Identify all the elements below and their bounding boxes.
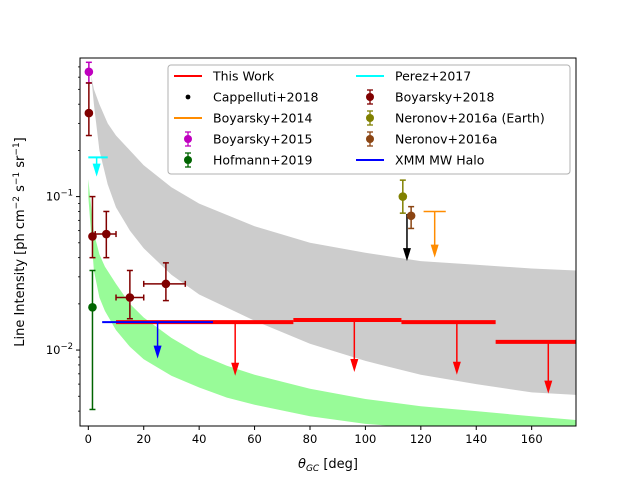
y-tick-label: 10−2 bbox=[46, 342, 73, 357]
data-marker bbox=[88, 302, 97, 312]
data-point-hofmann-2019-6 bbox=[88, 269, 97, 411]
x-tick-label: 20 bbox=[136, 432, 151, 446]
legend: This Work Cappelluti+2018 Boyarsky+2014 Boy… bbox=[167, 64, 571, 175]
upper-limit-arrow-head bbox=[452, 361, 461, 375]
upper-limit-arrow-head bbox=[402, 248, 411, 262]
legend-item-cappelluti-2018: Cappelluti+2018 bbox=[185, 90, 319, 105]
data-marker bbox=[161, 279, 171, 289]
data-point-neronov-2016a-earth--7 bbox=[398, 179, 408, 214]
data-marker bbox=[102, 229, 111, 239]
green-band bbox=[88, 179, 576, 426]
data-marker bbox=[84, 108, 94, 118]
upper-limit-arrow-head bbox=[231, 362, 240, 376]
legend-item-boyarsky-2014: Boyarsky+2014 bbox=[174, 111, 312, 126]
legend-marker bbox=[184, 135, 192, 143]
upper-limit-this-work-1 bbox=[293, 317, 402, 372]
data-point-boyarsky-2018-1 bbox=[84, 82, 94, 137]
x-axis-label: θGC [deg] bbox=[298, 457, 358, 474]
grey-band bbox=[88, 58, 576, 395]
legend-label: Perez+2017 bbox=[395, 69, 471, 84]
legend-label: Neronov+2016a bbox=[395, 132, 497, 147]
x-tick-label: 60 bbox=[247, 432, 262, 446]
upper-limit-boyarsky-2014-6 bbox=[423, 210, 446, 258]
upper-limit-this-work-3 bbox=[495, 339, 576, 394]
data-point-boyarsky-2018-5 bbox=[142, 262, 187, 302]
data-point-boyarsky-2015-0 bbox=[84, 61, 94, 84]
x-tick-label: 140 bbox=[465, 432, 487, 446]
legend-marker bbox=[184, 156, 192, 164]
x-tick-label: 160 bbox=[521, 432, 543, 446]
plot-frame bbox=[79, 57, 577, 427]
legend-item-neronov-2016a-earth: Neronov+2016a (Earth) bbox=[366, 110, 545, 126]
legend-item-hofmann-2019: Hofmann+2019 bbox=[184, 152, 312, 168]
legend-marker bbox=[366, 114, 374, 122]
upper-limit-xmm-mw-halo-4 bbox=[102, 321, 214, 359]
legend-label: Boyarsky+2014 bbox=[213, 111, 312, 126]
upper-limit-this-work-2 bbox=[401, 320, 496, 375]
data-point-neronov-2016a-8 bbox=[406, 205, 416, 230]
legend-label: Boyarsky+2018 bbox=[395, 90, 494, 105]
axis-ticks: 0 20 40 60 80 100 120 140 160 10−2 10−1 bbox=[46, 66, 543, 446]
legend-marker bbox=[366, 135, 374, 143]
upper-limit-cappelluti-2018-7 bbox=[402, 214, 411, 262]
legend-label: Hofmann+2019 bbox=[213, 153, 312, 168]
legend-label: XMM MW Halo bbox=[395, 153, 484, 168]
upper-limit-arrow-head bbox=[350, 358, 359, 372]
legend-marker bbox=[185, 94, 191, 100]
legend-marker bbox=[366, 93, 374, 101]
data-point-boyarsky-2018-3 bbox=[94, 210, 117, 259]
legend-item-boyarsky-2018: Boyarsky+2018 bbox=[366, 89, 494, 105]
x-tick-label: 80 bbox=[303, 432, 318, 446]
legend-label: Cappelluti+2018 bbox=[213, 90, 319, 105]
x-tick-label: 0 bbox=[85, 432, 92, 446]
x-tick-label: 100 bbox=[354, 432, 376, 446]
upper-limit-arrow-head bbox=[153, 345, 162, 359]
upper-limit-perez-2017-5 bbox=[88, 156, 108, 177]
data-marker bbox=[398, 192, 408, 201]
y-tick-label: 10−1 bbox=[46, 189, 73, 204]
legend-label: Boyarsky+2015 bbox=[213, 132, 312, 147]
data-marker bbox=[406, 211, 416, 221]
legend-item-perez-2017: Perez+2017 bbox=[356, 69, 471, 84]
legend-item-boyarsky-2015: Boyarsky+2015 bbox=[184, 131, 312, 147]
upper-limit-arrow-head bbox=[92, 163, 101, 177]
x-tick-label: 120 bbox=[410, 432, 432, 446]
data-marker bbox=[84, 67, 94, 77]
legend-item-this-work: This Work bbox=[174, 69, 275, 84]
legend-label: Neronov+2016a (Earth) bbox=[395, 111, 545, 126]
data-point-boyarsky-2018-4 bbox=[115, 269, 145, 320]
upper-limit-arrow-head bbox=[430, 244, 439, 258]
data-series bbox=[84, 61, 576, 411]
y-axis-label: Line Intensity [ph cm−2 s−1 sr−1] bbox=[12, 137, 28, 347]
upper-limit-arrow-head bbox=[544, 380, 553, 394]
data-marker bbox=[125, 293, 135, 302]
model-bands bbox=[88, 58, 576, 426]
legend-item-xmm-mw-halo: XMM MW Halo bbox=[356, 153, 484, 168]
legend-item-neronov-2016a: Neronov+2016a bbox=[366, 131, 497, 147]
legend-label: This Work bbox=[212, 69, 275, 84]
x-tick-label: 40 bbox=[192, 432, 207, 446]
